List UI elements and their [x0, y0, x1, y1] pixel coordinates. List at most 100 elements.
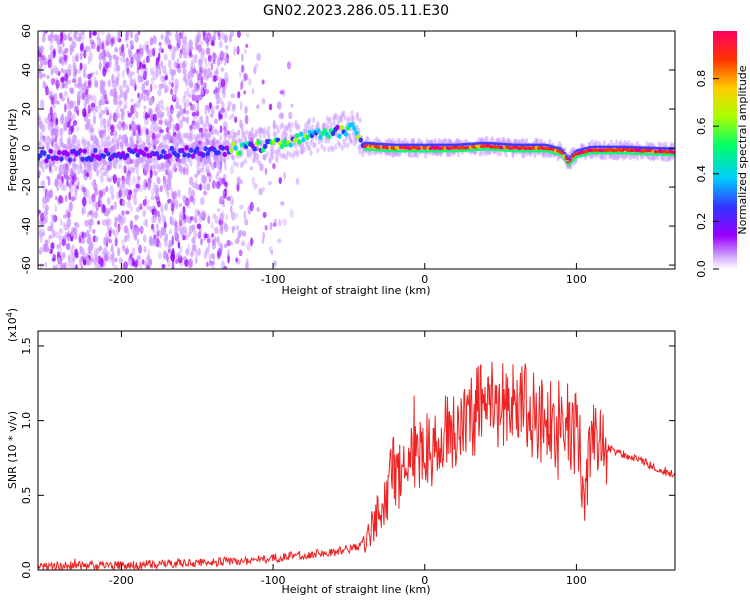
noise-cell: [225, 57, 229, 62]
noise-cell: [108, 229, 112, 238]
noise-cell: [143, 96, 146, 102]
halo-cell: [127, 165, 132, 172]
noise-cell: [177, 114, 181, 121]
noise-cell: [217, 248, 222, 258]
noise-cell: [145, 182, 148, 188]
noise-cell: [72, 119, 78, 127]
ridge-edge-cell: [670, 153, 675, 157]
noise-cell: [62, 262, 66, 269]
noise-cell: [216, 236, 220, 243]
noise-cell: [157, 211, 161, 218]
noise-cell: [78, 32, 82, 41]
noise-cell: [240, 64, 245, 73]
noise-cell: [39, 70, 43, 80]
noise-cell: [219, 212, 224, 222]
noise-cell: [83, 111, 87, 118]
halo-cell: [100, 140, 104, 147]
noise-cell: [133, 195, 138, 206]
noise-cell: [68, 43, 74, 52]
noise-cell: [217, 240, 221, 247]
noise-cell: [160, 104, 165, 111]
halo-cell: [590, 139, 594, 146]
noise-cell: [199, 69, 205, 74]
noise-cell: [199, 240, 203, 247]
noise-cell: [56, 34, 61, 44]
ridge-cell: [59, 156, 64, 162]
noise-cell: [108, 238, 113, 244]
noise-cell: [124, 36, 129, 43]
noise-cell: [167, 44, 173, 50]
noise-cell: [202, 175, 208, 184]
ridge-cell: [229, 147, 234, 154]
noise-cell: [112, 229, 116, 236]
halo-cell: [415, 152, 420, 159]
noise-cell: [102, 188, 106, 197]
halo-cell: [271, 148, 275, 155]
halo-cell: [114, 145, 118, 152]
noise-cell: [179, 226, 185, 237]
noise-cell: [130, 220, 134, 230]
noise-cell: [139, 205, 143, 211]
noise-cell: [137, 72, 142, 81]
noise-cell: [130, 98, 134, 103]
noise-cell: [173, 231, 178, 237]
noise-cell: [209, 259, 212, 267]
noise-cell: [113, 97, 117, 103]
noise-cell: [125, 210, 130, 215]
noise-cell: [205, 47, 211, 56]
noise-cell: [189, 81, 194, 89]
noise-cell: [182, 195, 187, 202]
noise-cell: [64, 195, 68, 203]
noise-cell: [162, 180, 167, 189]
noise-cell: [223, 174, 227, 179]
halo-cell: [67, 136, 71, 143]
noise-cell: [101, 31, 105, 36]
noise-cell: [245, 32, 250, 38]
noise-cell: [99, 198, 102, 206]
noise-cell: [58, 179, 63, 188]
halo-cell: [216, 129, 220, 136]
noise-cell: [49, 224, 54, 232]
noise-cell: [70, 259, 75, 269]
noise-cell: [112, 112, 118, 123]
halo-cell: [156, 137, 160, 144]
halo-cell: [313, 141, 317, 148]
noise-cell: [81, 209, 85, 216]
halo-cell: [433, 137, 437, 144]
noise-cell: [67, 235, 71, 243]
halo-cell: [80, 167, 84, 174]
noise-cell: [47, 121, 52, 130]
noise-cell: [239, 100, 243, 111]
noise-cell: [125, 187, 129, 197]
noise-cell: [149, 36, 154, 46]
noise-cell: [89, 108, 92, 113]
noise-cell: [216, 229, 221, 235]
noise-cell: [47, 177, 51, 187]
noise-cell: [90, 134, 93, 142]
noise-cell: [127, 69, 132, 79]
noise-cell: [213, 236, 217, 242]
noise-cell: [103, 123, 107, 133]
halo-cell: [329, 121, 334, 128]
noise-cell: [194, 42, 198, 50]
noise-cell: [57, 257, 62, 263]
halo-cell: [456, 151, 461, 158]
noise-cell: [90, 252, 94, 262]
noise-cell: [121, 51, 126, 57]
ridge-cell: [80, 156, 85, 162]
halo-cell: [212, 163, 216, 170]
halo-cell: [333, 143, 338, 150]
noise-cell: [290, 103, 294, 108]
noise-cell: [61, 238, 66, 247]
noise-cell: [160, 59, 164, 69]
noise-cell: [129, 205, 134, 212]
noise-cell: [60, 96, 65, 102]
noise-cell: [217, 32, 222, 41]
noise-cell: [47, 54, 51, 60]
noise-cell: [126, 43, 129, 48]
halo-cell: [226, 153, 230, 160]
noise-cell: [232, 103, 236, 111]
noise-cell: [165, 35, 170, 44]
noise-cell: [278, 177, 282, 184]
noise-cell: [211, 242, 217, 250]
